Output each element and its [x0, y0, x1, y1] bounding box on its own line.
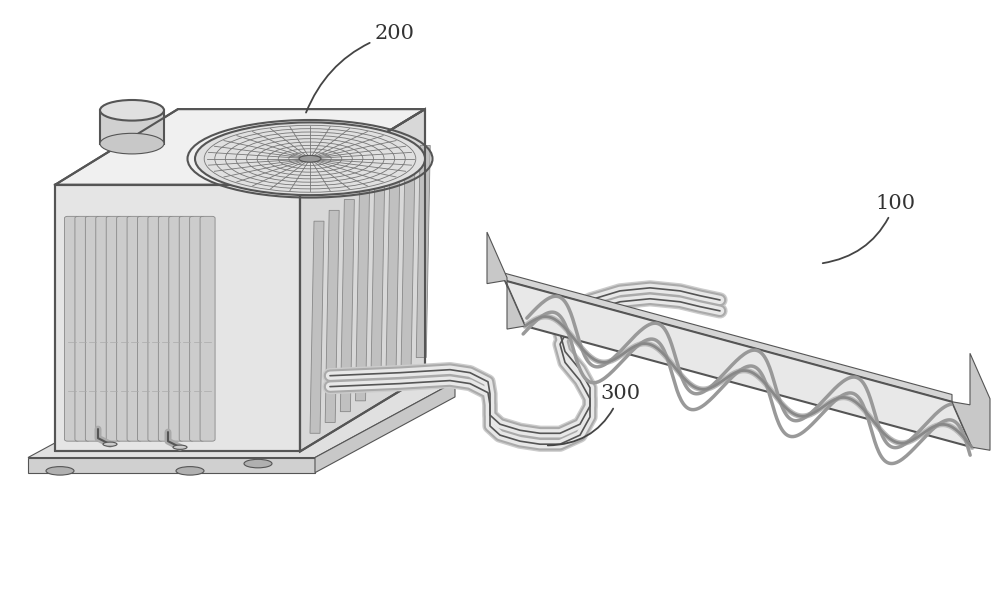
FancyBboxPatch shape	[85, 216, 100, 441]
Ellipse shape	[100, 100, 164, 121]
Polygon shape	[505, 281, 972, 447]
FancyBboxPatch shape	[96, 216, 111, 441]
FancyBboxPatch shape	[106, 216, 121, 441]
Ellipse shape	[195, 122, 425, 195]
Polygon shape	[315, 382, 455, 473]
Ellipse shape	[201, 385, 229, 393]
Polygon shape	[505, 273, 952, 402]
Polygon shape	[371, 178, 385, 390]
Ellipse shape	[173, 445, 187, 450]
Polygon shape	[28, 382, 455, 458]
Polygon shape	[487, 232, 525, 329]
Ellipse shape	[46, 467, 74, 475]
Ellipse shape	[176, 467, 204, 475]
Text: 100: 100	[823, 193, 915, 263]
FancyBboxPatch shape	[200, 216, 215, 441]
FancyBboxPatch shape	[117, 216, 132, 441]
FancyBboxPatch shape	[75, 216, 90, 441]
FancyBboxPatch shape	[158, 216, 173, 441]
Ellipse shape	[244, 459, 272, 468]
Text: 300: 300	[548, 384, 640, 445]
Polygon shape	[401, 156, 415, 368]
Polygon shape	[310, 221, 324, 433]
Polygon shape	[340, 199, 354, 411]
Ellipse shape	[100, 133, 164, 154]
Polygon shape	[416, 145, 430, 358]
FancyBboxPatch shape	[138, 216, 153, 441]
FancyBboxPatch shape	[64, 216, 79, 441]
Ellipse shape	[299, 155, 321, 162]
Ellipse shape	[103, 442, 117, 446]
Polygon shape	[300, 109, 425, 451]
Polygon shape	[356, 188, 370, 401]
Polygon shape	[952, 353, 990, 450]
FancyBboxPatch shape	[169, 216, 184, 441]
Polygon shape	[386, 167, 400, 379]
FancyBboxPatch shape	[127, 216, 142, 441]
Polygon shape	[100, 110, 164, 144]
Polygon shape	[55, 185, 300, 451]
FancyBboxPatch shape	[190, 216, 205, 441]
FancyBboxPatch shape	[179, 216, 194, 441]
Polygon shape	[325, 210, 339, 422]
FancyBboxPatch shape	[148, 216, 163, 441]
Polygon shape	[55, 109, 425, 185]
Polygon shape	[28, 458, 315, 473]
Text: 200: 200	[306, 24, 415, 113]
